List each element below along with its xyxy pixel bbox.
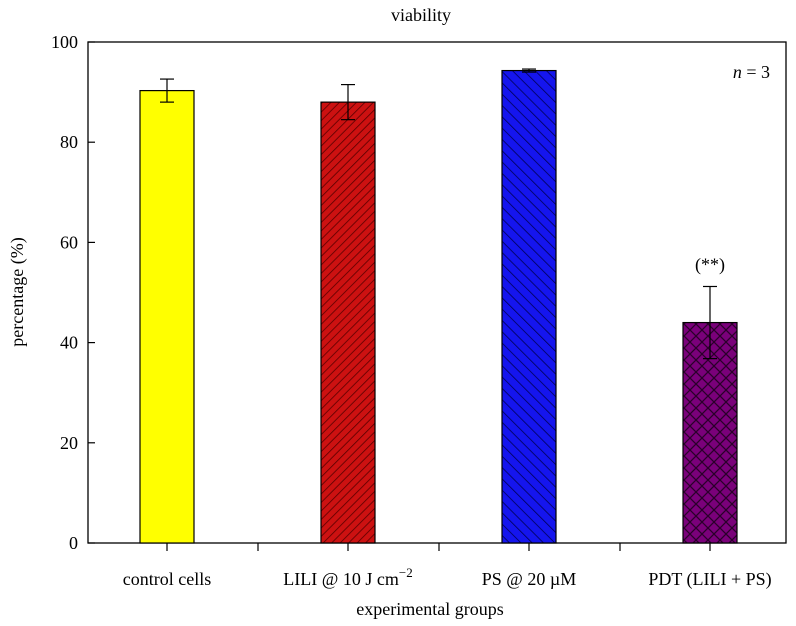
chart-title: viability — [391, 5, 451, 25]
x-tick-label: control cells — [123, 569, 211, 589]
y-tick-label: 100 — [51, 32, 78, 52]
n-label: n = 3 — [733, 62, 770, 82]
x-axis: control cells LILI @ 10 J cm−2 PS @ 20 µM P… — [123, 543, 772, 590]
y-tick-label: 60 — [60, 232, 78, 252]
x-tick-label: PDT (LILI + PS) — [648, 569, 771, 590]
significance-annotation: (**) — [695, 254, 725, 275]
y-axis-label: percentage (%) — [7, 237, 28, 346]
x-tick-label: LILI @ 10 J cm−2 — [283, 565, 412, 589]
y-tick-label: 0 — [69, 533, 78, 553]
bar — [321, 102, 375, 543]
x-tick-label: PS @ 20 µM — [482, 569, 576, 589]
y-tick-label: 40 — [60, 333, 78, 353]
y-tick-label: 20 — [60, 433, 78, 453]
y-tick-label: 80 — [60, 132, 78, 152]
x-axis-label: experimental groups — [356, 599, 503, 619]
bars: (**) — [140, 69, 737, 543]
bar — [502, 71, 556, 543]
bar — [140, 91, 194, 543]
